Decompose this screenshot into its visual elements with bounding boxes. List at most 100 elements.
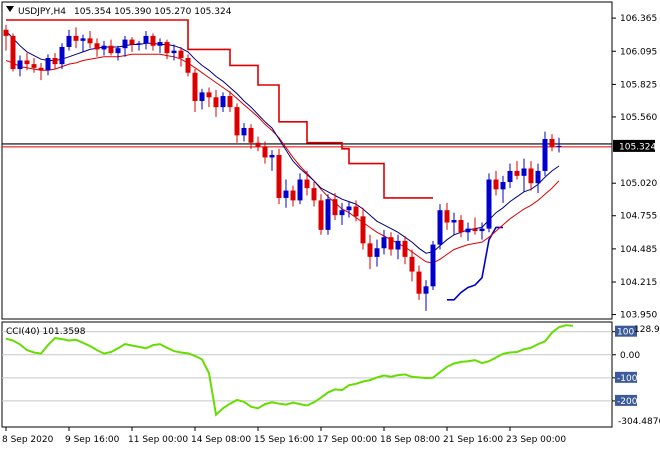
candle-body xyxy=(59,46,65,65)
price-tick-label: 103.950 xyxy=(620,311,657,321)
candle-body xyxy=(45,58,51,71)
symbol-label: USDJPY,H4 xyxy=(18,7,66,17)
bear-candle xyxy=(94,38,100,57)
cci-title: CCI(40) 101.3598 xyxy=(6,327,86,337)
candle-body xyxy=(395,240,401,250)
symbol-dropdown-icon[interactable] xyxy=(6,6,14,12)
bull-candle xyxy=(430,240,436,290)
price-tick-label: 104.215 xyxy=(620,278,657,288)
bull-candle xyxy=(101,40,107,56)
candle-body xyxy=(381,237,387,249)
bear-candle xyxy=(493,170,499,196)
bear-candle xyxy=(549,134,555,152)
candle-body xyxy=(479,228,485,232)
bear-candle xyxy=(444,202,450,230)
bear-candle xyxy=(416,265,422,300)
candle-body xyxy=(129,39,135,45)
bear-candle xyxy=(52,53,58,70)
cci-level-label: 0.00 xyxy=(620,351,640,361)
bull-candle xyxy=(479,222,485,240)
bear-candle xyxy=(248,124,254,149)
price-tick-label: 104.755 xyxy=(620,212,657,222)
bull-candle xyxy=(556,137,562,153)
price-pane-frame xyxy=(1,1,613,320)
candle-body xyxy=(423,286,429,294)
bear-candle xyxy=(458,215,464,238)
price-tick-label: 106.095 xyxy=(620,47,657,57)
candle-body xyxy=(143,35,149,44)
cci-min-label: -304.4876 xyxy=(618,417,660,427)
candle-body xyxy=(500,181,506,190)
bear-candle xyxy=(472,217,478,235)
candle-body xyxy=(206,92,212,98)
candle-body xyxy=(339,210,345,216)
bear-candle xyxy=(150,33,156,51)
stop-step-line xyxy=(6,19,433,199)
bull-candle xyxy=(451,212,457,235)
bull-candle xyxy=(199,88,205,110)
time-axis: 8 Sep 2020 9 Sep 16:00 11 Sep 00:00 14 Sep … xyxy=(2,427,566,445)
candle-body xyxy=(318,200,324,230)
candle-body xyxy=(262,146,268,158)
price-axis: 106.365 106.095 105.825 105.560 105.020 104.7… xyxy=(612,14,657,321)
bull-candle xyxy=(395,234,401,260)
time-tick-label: 15 Sep 16:00 xyxy=(254,435,314,445)
bull-candle xyxy=(66,29,72,51)
candle-body xyxy=(297,179,303,201)
candle-body xyxy=(332,199,338,216)
candle-body xyxy=(248,127,254,143)
bear-candle xyxy=(73,27,79,49)
candle-body xyxy=(52,58,58,65)
bull-candle xyxy=(465,222,471,241)
bear-candle xyxy=(164,39,170,60)
bull-candle xyxy=(157,38,163,54)
candle-body xyxy=(178,50,184,59)
candle-body xyxy=(290,190,296,201)
candle-body xyxy=(528,168,534,184)
candle-body xyxy=(367,243,373,257)
price-tick-label: 105.560 xyxy=(620,113,657,123)
price-tick-label: 104.485 xyxy=(620,245,657,255)
candle-body xyxy=(227,96,233,108)
candle-body xyxy=(24,60,30,65)
candle-body xyxy=(199,92,205,101)
candle-body xyxy=(255,142,261,147)
candle-body xyxy=(353,206,359,217)
candle-body xyxy=(157,42,163,46)
cci-level-badge xyxy=(615,325,637,337)
candle-body xyxy=(486,179,492,229)
bull-candle xyxy=(381,229,387,255)
candle-body xyxy=(136,43,142,45)
time-tick-label: 18 Sep 08:00 xyxy=(380,435,440,445)
bear-candle xyxy=(108,39,114,56)
cci-line xyxy=(5,324,574,417)
cci-level-label: -200 xyxy=(617,397,638,407)
candle-body xyxy=(38,67,44,71)
bear-candle xyxy=(87,31,93,49)
candle-body xyxy=(542,139,548,171)
candle-body xyxy=(234,107,240,136)
cci-pane[interactable]: 100 0.00 -100 -200 128.9967 -304.4876 CCI(40)… xyxy=(1,321,660,428)
time-tick-label: 9 Sep 16:00 xyxy=(65,435,120,445)
candle-body xyxy=(171,50,177,54)
candle-body xyxy=(535,170,541,184)
price-pane[interactable]: 106.365 106.095 105.825 105.560 105.020 104.7… xyxy=(1,1,657,321)
candle-body xyxy=(283,190,289,198)
bull-candle xyxy=(486,173,492,233)
support-line xyxy=(447,226,503,301)
bear-candle xyxy=(31,58,37,73)
price-tick-label: 105.825 xyxy=(620,80,657,90)
bear-candle xyxy=(290,185,296,207)
time-tick-label: 8 Sep 2020 xyxy=(2,435,54,445)
candle-body xyxy=(430,244,436,287)
bull-candle xyxy=(143,31,149,50)
bull-candle xyxy=(17,55,23,77)
cci-level-badge xyxy=(615,371,637,383)
bear-candle xyxy=(528,161,534,191)
cci-plot-area xyxy=(2,324,612,417)
cci-level-label: 100 xyxy=(617,328,634,338)
candle-body xyxy=(241,127,247,136)
candle-body xyxy=(556,145,562,147)
bear-candle xyxy=(332,193,338,221)
